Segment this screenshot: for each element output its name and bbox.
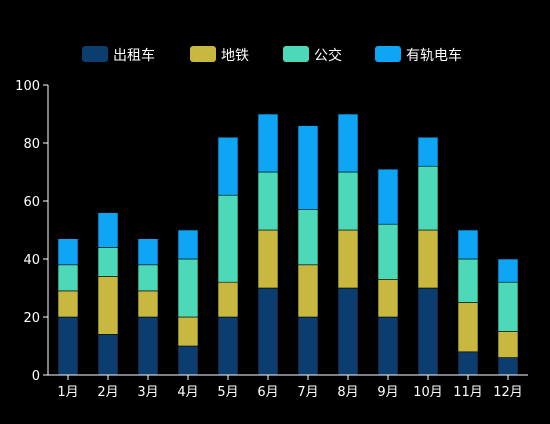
legend-swatch-2[interactable] <box>283 46 309 62</box>
bar-segment-1-0[interactable] <box>57 290 79 318</box>
bars <box>57 113 519 376</box>
y-axis: 0 20 40 60 80 100 <box>15 79 49 384</box>
bar-segment-3-8[interactable] <box>377 168 399 225</box>
bar-segment-3-11[interactable] <box>497 258 519 283</box>
bar-segment-3-7[interactable] <box>337 113 359 173</box>
bar-segment-2-6[interactable] <box>297 209 319 266</box>
bar-segment-2-8[interactable] <box>377 223 399 280</box>
x-tick-label-4: 5月 <box>217 385 238 400</box>
bar-segment-2-10[interactable] <box>457 258 479 303</box>
bar-segment-0-5[interactable] <box>257 287 279 376</box>
bar-segment-0-11[interactable] <box>497 357 519 376</box>
bar-segment-0-9[interactable] <box>417 287 439 376</box>
x-tick-label-8: 9月 <box>377 385 398 400</box>
x-tick-label-0: 1月 <box>57 385 78 400</box>
y-tick-label-2: 40 <box>23 253 40 268</box>
x-tick-label-3: 4月 <box>177 385 198 400</box>
bar-segment-0-6[interactable] <box>297 316 319 376</box>
bar-segment-2-5[interactable] <box>257 171 279 231</box>
y-tick-label-0: 0 <box>32 369 40 384</box>
bar-segment-1-4[interactable] <box>217 281 239 318</box>
x-tick-label-6: 7月 <box>297 385 318 400</box>
x-tick-label-7: 8月 <box>337 385 358 400</box>
bar-segment-0-0[interactable] <box>57 316 79 376</box>
bar-segment-1-9[interactable] <box>417 229 439 289</box>
bar-segment-0-10[interactable] <box>457 351 479 376</box>
bar-segment-1-11[interactable] <box>497 331 519 358</box>
x-tick-label-9: 10月 <box>413 385 443 400</box>
legend-label-0: 出租车 <box>113 47 155 64</box>
bar-segment-1-2[interactable] <box>137 290 159 318</box>
bar-segment-3-0[interactable] <box>57 238 79 266</box>
legend-label-3: 有轨电车 <box>406 47 462 64</box>
bar-segment-3-10[interactable] <box>457 229 479 260</box>
bar-segment-3-6[interactable] <box>297 125 319 210</box>
bar-segment-2-0[interactable] <box>57 264 79 292</box>
bar-segment-3-1[interactable] <box>97 212 119 248</box>
bar-segment-2-9[interactable] <box>417 165 439 231</box>
x-tick-label-10: 11月 <box>453 385 483 400</box>
x-tick-label-5: 6月 <box>257 385 278 400</box>
legend-swatch-3[interactable] <box>375 46 401 62</box>
bar-segment-1-6[interactable] <box>297 264 319 318</box>
legend-label-1: 地铁 <box>221 48 249 64</box>
bar-segment-0-8[interactable] <box>377 316 399 376</box>
legend: 出租车 地铁 公交 有轨电车 <box>82 46 462 64</box>
bar-segment-2-4[interactable] <box>217 194 239 283</box>
bar-segment-1-7[interactable] <box>337 229 359 289</box>
bar-segment-1-10[interactable] <box>457 302 479 353</box>
bar-segment-2-11[interactable] <box>497 281 519 332</box>
x-tick-label-1: 2月 <box>97 385 118 400</box>
bar-segment-0-1[interactable] <box>97 334 119 376</box>
bar-segment-1-1[interactable] <box>97 276 119 335</box>
bar-segment-0-3[interactable] <box>177 345 199 376</box>
bar-segment-2-3[interactable] <box>177 258 199 318</box>
bar-segment-3-3[interactable] <box>177 229 199 260</box>
y-tick-label-4: 80 <box>23 137 40 152</box>
bar-segment-2-2[interactable] <box>137 264 159 292</box>
y-tick-label-3: 60 <box>23 195 40 210</box>
legend-swatch-0[interactable] <box>82 46 108 62</box>
y-tick-label-1: 20 <box>23 311 40 326</box>
x-axis: 1月 2月 3月 4月 5月 6月 7月 8月 9月 10月 11月 12月 <box>48 374 528 400</box>
bar-segment-0-2[interactable] <box>137 316 159 376</box>
legend-label-2: 公交 <box>314 47 342 64</box>
bar-segment-2-1[interactable] <box>97 247 119 277</box>
bar-segment-3-4[interactable] <box>217 136 239 196</box>
bar-segment-1-5[interactable] <box>257 229 279 289</box>
bar-segment-2-7[interactable] <box>337 171 359 231</box>
legend-swatch-1[interactable] <box>190 46 216 62</box>
bar-segment-3-2[interactable] <box>137 238 159 266</box>
y-tick-label-5: 100 <box>15 79 40 94</box>
x-tick-label-11: 12月 <box>493 385 523 400</box>
x-tick-label-2: 3月 <box>137 385 158 400</box>
bar-segment-1-3[interactable] <box>177 316 199 347</box>
bar-segment-1-8[interactable] <box>377 278 399 318</box>
bar-segment-3-9[interactable] <box>417 136 439 167</box>
bar-segment-0-4[interactable] <box>217 316 239 376</box>
bar-segment-0-7[interactable] <box>337 287 359 376</box>
bar-segment-3-5[interactable] <box>257 113 279 173</box>
